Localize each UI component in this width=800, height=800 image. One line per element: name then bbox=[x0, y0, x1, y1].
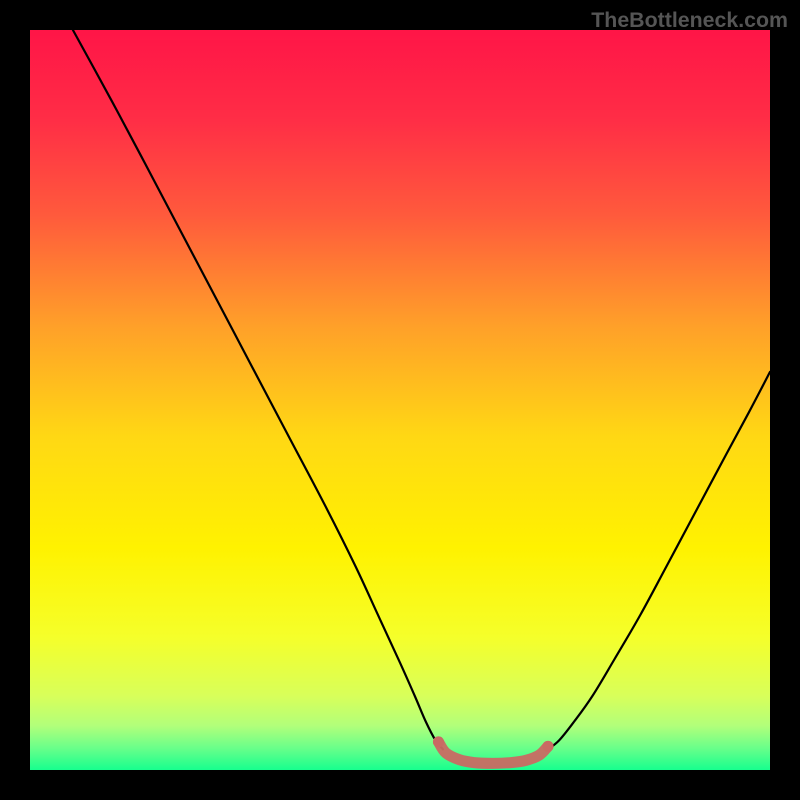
band-end-dot-left bbox=[433, 736, 444, 747]
watermark-text: TheBottleneck.com bbox=[591, 8, 788, 33]
chart-svg bbox=[0, 0, 800, 800]
band-end-dot-right bbox=[543, 741, 554, 752]
bottleneck-chart: TheBottleneck.com bbox=[0, 0, 800, 800]
